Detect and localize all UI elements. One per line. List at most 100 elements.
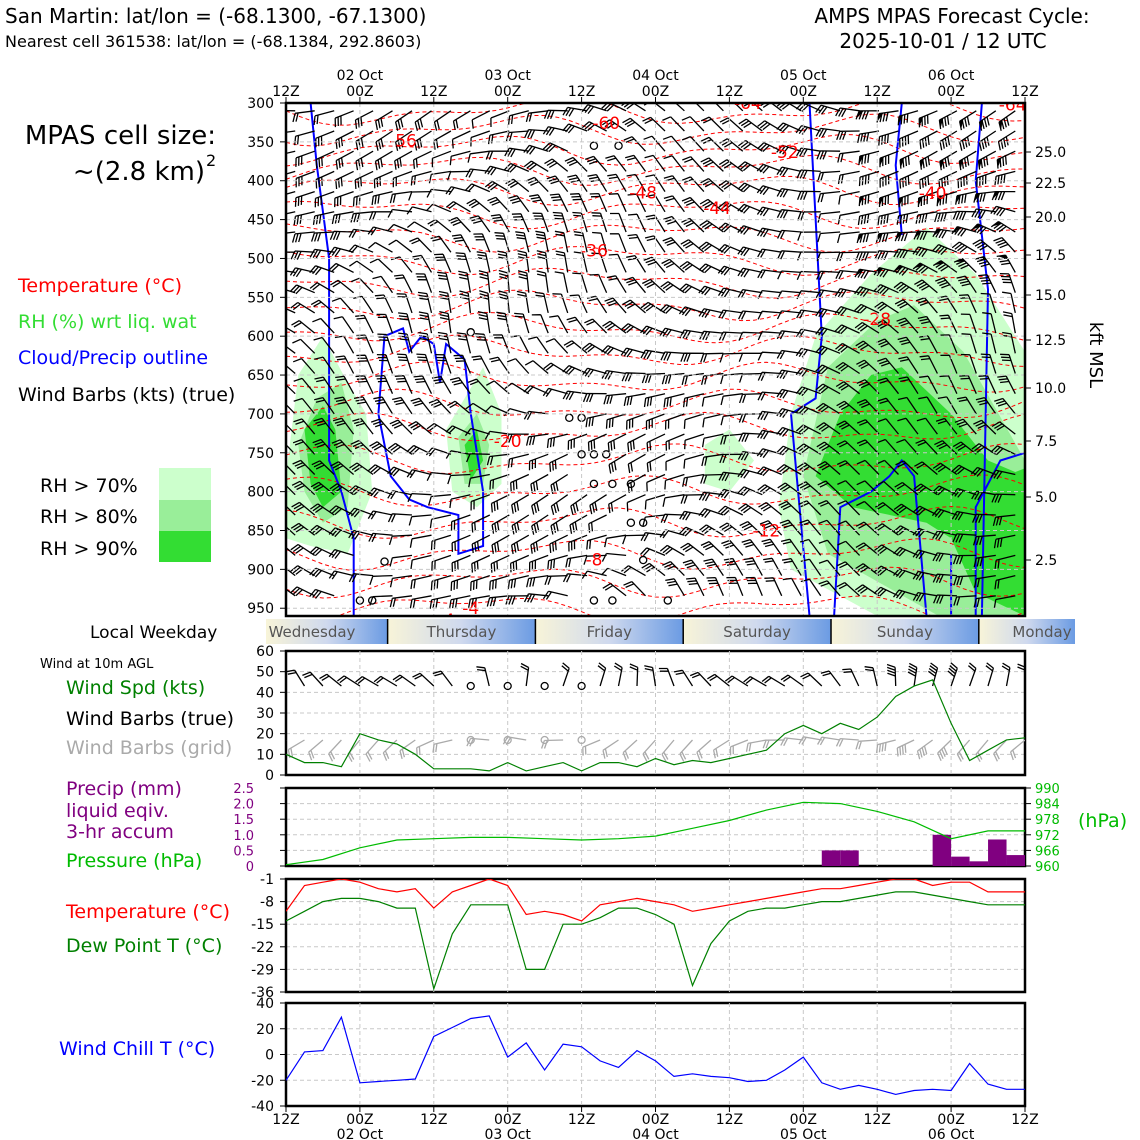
wind-barb xyxy=(717,244,744,254)
wind-barb-flag xyxy=(856,110,864,119)
wind-barb xyxy=(800,672,823,687)
wind-barb xyxy=(485,380,510,395)
wind-barb xyxy=(365,739,379,762)
wind-barb xyxy=(314,190,335,208)
precip-tick-label: 1.0 xyxy=(233,829,254,844)
calm-wind-marker xyxy=(608,596,617,605)
wind-barb xyxy=(601,552,627,562)
wind-barb xyxy=(608,494,627,514)
wind-barb xyxy=(621,103,646,112)
wind-barb xyxy=(700,116,724,132)
wind-barb xyxy=(776,310,802,320)
calm-wind-marker xyxy=(638,518,648,527)
wind-barb xyxy=(569,294,588,314)
wind-barb xyxy=(429,514,452,529)
wind-barb xyxy=(724,675,749,687)
wind-barb xyxy=(856,439,880,455)
wind-barb-flag xyxy=(913,263,924,269)
precip-bar xyxy=(821,850,841,866)
x-tick-label-top: 12Z xyxy=(568,84,595,100)
legend-pressure: Pressure (hPa) xyxy=(66,850,202,872)
wind-barb xyxy=(836,460,861,475)
legend-precip-liquid: liquid eqiv. xyxy=(66,800,169,822)
temperature-contour-label: -64 xyxy=(734,94,762,114)
wind-barb xyxy=(683,413,705,429)
wind-barb xyxy=(878,130,899,146)
wind-barb xyxy=(898,376,919,395)
wind-barb xyxy=(659,529,685,539)
wind-barb xyxy=(980,353,997,374)
wind-barb xyxy=(546,175,569,193)
wind-barb xyxy=(777,250,802,260)
wind-barb xyxy=(544,158,569,172)
wind-barb xyxy=(286,403,296,415)
wind-barb xyxy=(392,396,413,415)
temperature-contour-label: -4 xyxy=(438,611,455,631)
wind-barb xyxy=(641,372,666,384)
wind-barb xyxy=(835,342,860,354)
wind-barb xyxy=(507,110,529,125)
wind-barb xyxy=(640,532,666,542)
wind-barb xyxy=(374,294,394,314)
wind-barb xyxy=(450,574,471,591)
windchill-tick-label: -20 xyxy=(251,1073,274,1089)
wind-barb xyxy=(432,670,453,687)
legend-temperature-2: Temperature (°C) xyxy=(65,901,230,923)
wind-barb xyxy=(899,130,919,148)
wind-barb xyxy=(776,388,802,399)
wind-barb xyxy=(856,480,880,496)
wind-barb xyxy=(835,381,860,395)
wind-barb xyxy=(449,494,471,509)
x-tick-label-bottom: 12Z xyxy=(272,1112,299,1128)
wind-barb xyxy=(387,223,413,233)
wind-barb xyxy=(406,469,432,479)
wind-barb xyxy=(795,405,821,416)
wind-barb xyxy=(417,291,433,314)
wind-barb xyxy=(584,318,608,334)
wind-barb xyxy=(530,534,549,554)
wind-barb xyxy=(524,128,549,139)
isotherm xyxy=(286,311,1025,344)
x-tick-label-top: 00Z xyxy=(494,84,521,100)
wind-barb xyxy=(334,335,355,354)
wind-barb xyxy=(643,256,666,273)
wind-barb xyxy=(836,231,860,244)
wind-barb xyxy=(855,340,880,354)
wind-barb xyxy=(815,127,841,138)
wind-barb xyxy=(898,190,919,208)
wind-barb xyxy=(795,424,821,435)
wind-barb xyxy=(743,557,763,576)
wind-barb xyxy=(451,234,471,253)
wind-barb xyxy=(646,473,666,492)
wind-barb xyxy=(780,737,804,747)
wind-barb xyxy=(679,510,705,521)
wind-barb xyxy=(605,413,627,429)
wind-barb xyxy=(719,453,743,464)
pressure-tick-label: 972 xyxy=(1035,829,1060,844)
wind-barb xyxy=(698,507,724,519)
legend-windchill: Wind Chill T (°C) xyxy=(59,1038,215,1060)
wind-barb xyxy=(601,103,627,112)
x-tick-label-top: 00Z xyxy=(346,84,373,100)
wind-barb xyxy=(293,211,315,226)
wind-barb-flag xyxy=(879,196,884,207)
wind-barb xyxy=(959,374,977,394)
wind-barb xyxy=(290,250,315,260)
wind-barb xyxy=(973,190,996,203)
wind-barb xyxy=(973,574,996,588)
wind-barb xyxy=(642,739,656,762)
wind-barb xyxy=(737,486,763,497)
temperature-contour-label: -8 xyxy=(585,550,602,570)
pressure-tick-label: 600 xyxy=(247,329,274,345)
wind-barb xyxy=(893,503,919,516)
wind-barb xyxy=(919,130,938,150)
wind-barb xyxy=(893,568,919,579)
pressure-tick-label: 550 xyxy=(247,290,274,306)
wind-barb xyxy=(374,150,393,171)
wind-barb xyxy=(328,505,354,516)
wind-barb xyxy=(562,573,588,583)
wind-barb xyxy=(673,669,694,687)
pressure-tick-label: 350 xyxy=(247,135,274,151)
wind-barb xyxy=(854,286,880,298)
wind-barb xyxy=(738,331,763,341)
